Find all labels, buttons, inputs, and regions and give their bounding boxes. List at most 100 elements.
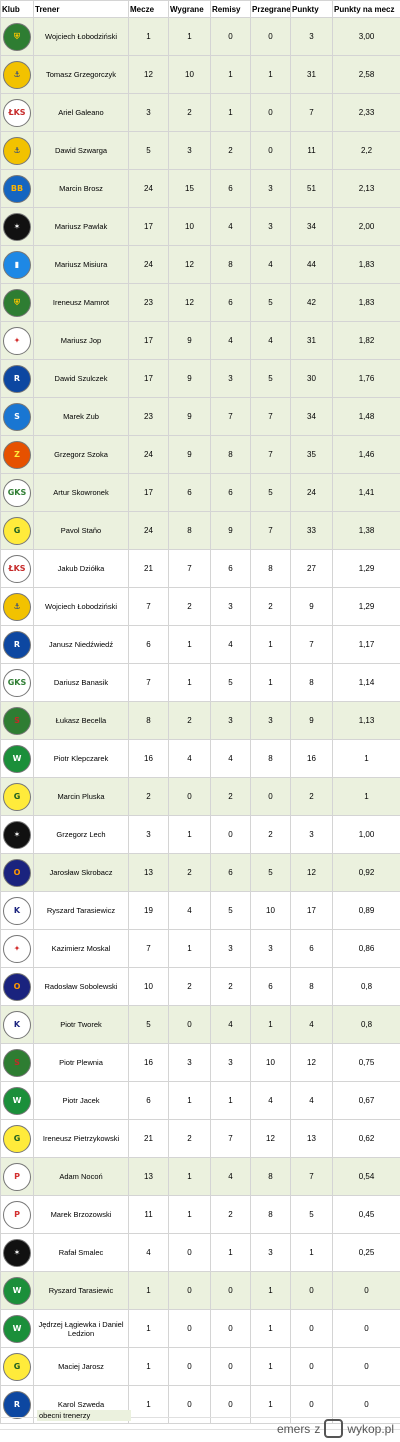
draws-cell[interactable]: 2 — [210, 1195, 251, 1234]
points-per-match-cell[interactable]: 0,25 — [332, 1233, 400, 1272]
points-cell[interactable]: 42 — [290, 283, 333, 322]
points-cell[interactable]: 31 — [290, 321, 333, 360]
losses-cell[interactable]: 10 — [250, 1043, 291, 1082]
club-cell[interactable]: W — [0, 1309, 34, 1348]
wins-cell[interactable]: 9 — [168, 435, 211, 474]
wins-cell[interactable]: 12 — [168, 283, 211, 322]
points-per-match-cell[interactable]: 0,75 — [332, 1043, 400, 1082]
club-cell[interactable]: W — [0, 739, 34, 778]
points-per-match-cell[interactable]: 0,8 — [332, 1005, 400, 1044]
points-cell[interactable]: 1 — [290, 1233, 333, 1272]
matches-cell[interactable]: 16 — [128, 1043, 169, 1082]
draws-cell[interactable]: 3 — [210, 359, 251, 398]
points-cell[interactable]: 8 — [290, 967, 333, 1006]
draws-cell[interactable]: 1 — [210, 1081, 251, 1120]
club-cell[interactable]: GKS — [0, 663, 34, 702]
wins-cell[interactable]: 0 — [168, 1005, 211, 1044]
club-cell[interactable]: ✶ — [0, 1233, 34, 1272]
club-cell[interactable]: W — [0, 1271, 34, 1310]
matches-cell[interactable]: 21 — [128, 549, 169, 588]
coach-cell[interactable]: Łukasz Becella — [33, 701, 129, 740]
points-per-match-cell[interactable]: 0,45 — [332, 1195, 400, 1234]
matches-cell[interactable]: 17 — [128, 473, 169, 512]
losses-cell[interactable]: 1 — [250, 625, 291, 664]
wins-cell[interactable]: 4 — [168, 891, 211, 930]
draws-cell[interactable]: 0 — [210, 1347, 251, 1386]
points-cell[interactable]: 17 — [290, 891, 333, 930]
wins-cell[interactable]: 9 — [168, 359, 211, 398]
points-cell[interactable]: 30 — [290, 359, 333, 398]
matches-cell[interactable]: 6 — [128, 1081, 169, 1120]
coach-cell[interactable]: Tomasz Grzegorczyk — [33, 55, 129, 94]
coach-cell[interactable]: Marcin Pluska — [33, 777, 129, 816]
club-cell[interactable]: K — [0, 1005, 34, 1044]
draws-cell[interactable]: 7 — [210, 397, 251, 436]
draws-cell[interactable]: 2 — [210, 131, 251, 170]
header-points[interactable]: Punkty — [290, 0, 333, 18]
club-cell[interactable]: ŁKS — [0, 93, 34, 132]
wins-cell[interactable]: 2 — [168, 967, 211, 1006]
matches-cell[interactable]: 5 — [128, 1005, 169, 1044]
matches-cell[interactable]: 1 — [128, 17, 169, 56]
points-cell[interactable]: 31 — [290, 55, 333, 94]
draws-cell[interactable]: 0 — [210, 1271, 251, 1310]
points-per-match-cell[interactable]: 1,38 — [332, 511, 400, 550]
coach-cell[interactable]: Wojciech Łobodziński — [33, 17, 129, 56]
coach-cell[interactable]: Ireneusz Mamrot — [33, 283, 129, 322]
losses-cell[interactable]: 10 — [250, 891, 291, 930]
losses-cell[interactable]: 5 — [250, 283, 291, 322]
matches-cell[interactable]: 8 — [128, 701, 169, 740]
matches-cell[interactable]: 13 — [128, 1157, 169, 1196]
wins-cell[interactable]: 2 — [168, 93, 211, 132]
matches-cell[interactable]: 3 — [128, 93, 169, 132]
matches-cell[interactable]: 21 — [128, 1119, 169, 1158]
points-cell[interactable]: 12 — [290, 1043, 333, 1082]
points-cell[interactable]: 4 — [290, 1081, 333, 1120]
wins-cell[interactable]: 3 — [168, 1043, 211, 1082]
matches-cell[interactable]: 6 — [128, 625, 169, 664]
points-cell[interactable]: 7 — [290, 1157, 333, 1196]
club-cell[interactable]: R — [0, 359, 34, 398]
coach-cell[interactable]: Ariel Galeano — [33, 93, 129, 132]
draws-cell[interactable]: 4 — [210, 321, 251, 360]
wins-cell[interactable]: 7 — [168, 549, 211, 588]
losses-cell[interactable]: 2 — [250, 815, 291, 854]
draws-cell[interactable]: 8 — [210, 245, 251, 284]
points-cell[interactable]: 0 — [290, 1309, 333, 1348]
points-cell[interactable]: 3 — [290, 815, 333, 854]
club-cell[interactable]: R — [0, 625, 34, 664]
matches-cell[interactable]: 24 — [128, 511, 169, 550]
club-cell[interactable]: P — [0, 1157, 34, 1196]
losses-cell[interactable]: 5 — [250, 359, 291, 398]
coach-cell[interactable]: Ryszard Tarasiewicz — [33, 891, 129, 930]
draws-cell[interactable]: 3 — [210, 929, 251, 968]
header-wins[interactable]: Wygrane — [168, 0, 211, 18]
losses-cell[interactable]: 3 — [250, 207, 291, 246]
wins-cell[interactable]: 8 — [168, 511, 211, 550]
losses-cell[interactable]: 1 — [250, 663, 291, 702]
points-cell[interactable]: 11 — [290, 131, 333, 170]
club-cell[interactable]: ✦ — [0, 321, 34, 360]
points-cell[interactable]: 0 — [290, 1271, 333, 1310]
club-cell[interactable]: ⚓ — [0, 587, 34, 626]
wins-cell[interactable]: 1 — [168, 1081, 211, 1120]
header-points-per-match[interactable]: Punkty na mecz — [332, 0, 400, 18]
club-cell[interactable]: GKS — [0, 473, 34, 512]
losses-cell[interactable]: 1 — [250, 55, 291, 94]
points-per-match-cell[interactable]: 1 — [332, 777, 400, 816]
club-cell[interactable]: K — [0, 891, 34, 930]
club-cell[interactable]: ✶ — [0, 207, 34, 246]
points-per-match-cell[interactable]: 0,62 — [332, 1119, 400, 1158]
draws-cell[interactable]: 7 — [210, 1119, 251, 1158]
wins-cell[interactable]: 2 — [168, 853, 211, 892]
coach-cell[interactable]: Piotr Klepczarek — [33, 739, 129, 778]
matches-cell[interactable]: 1 — [128, 1271, 169, 1310]
coach-cell[interactable]: Grzegorz Szoka — [33, 435, 129, 474]
wins-cell[interactable]: 3 — [168, 131, 211, 170]
points-cell[interactable]: 9 — [290, 701, 333, 740]
points-cell[interactable]: 7 — [290, 625, 333, 664]
points-cell[interactable]: 13 — [290, 1119, 333, 1158]
losses-cell[interactable]: 3 — [250, 929, 291, 968]
losses-cell[interactable]: 0 — [250, 131, 291, 170]
club-cell[interactable]: ŁKS — [0, 549, 34, 588]
